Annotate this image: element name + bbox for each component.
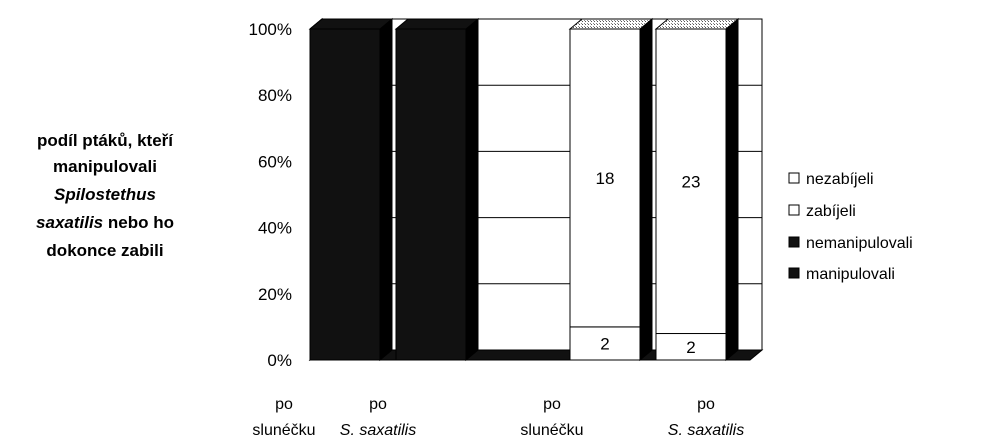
x-category-label-line1: po: [275, 396, 293, 413]
bar-segment-zabíjeli: [655, 322, 739, 362]
y-tick-label: 60%: [258, 152, 292, 171]
y-axis-title-line: Spilostethus: [54, 185, 156, 204]
legend-item: nemanipulovali: [788, 235, 913, 252]
data-labels: 2 18 2 23: [596, 169, 701, 357]
legend-item: zabíjeli: [788, 203, 856, 220]
bar-segment-manipulovali: [308, 17, 394, 362]
legend-swatch: [788, 267, 800, 279]
y-tick-label: 40%: [258, 219, 292, 238]
x-category-label-line1: po: [697, 396, 715, 413]
legend-item: nezabíjeli: [788, 171, 874, 188]
y-tick-label: 20%: [258, 285, 292, 304]
bar-segment-nezabíjeli: [568, 17, 654, 328]
x-category-label-line1: po: [369, 396, 387, 413]
y-tick-label: 100%: [249, 20, 292, 39]
y-axis-title-line: dokonce zabili: [46, 241, 163, 260]
legend-swatch: [788, 172, 800, 184]
y-tick-label: 80%: [258, 86, 292, 105]
legend-label: nezabíjeli: [806, 171, 874, 188]
legend-swatch: [788, 204, 800, 216]
x-category-label-line2: slunéčku: [520, 422, 583, 439]
data-label: 18: [596, 169, 615, 188]
y-tick-labels: 0% 20% 40% 60% 80% 100%: [249, 20, 292, 370]
y-axis-title: podíl ptáků, kteří manipulovali Spilosteth…: [36, 131, 174, 260]
y-tick-label: 0%: [267, 351, 292, 370]
legend-label: nemanipulovali: [806, 235, 913, 252]
legend: nezabíjeli zabíjeli nemanipulovali manipulo…: [788, 171, 913, 283]
bar-segment-nezabíjeli: [654, 17, 740, 335]
data-label: 2: [686, 338, 695, 357]
x-category-label-line2: slunéčku: [252, 422, 315, 439]
x-category-labels: po slunéčku po S. saxatilis po slunéčku po S. s…: [252, 396, 744, 439]
legend-item: manipulovali: [788, 266, 895, 283]
data-label: 2: [600, 334, 609, 353]
y-axis-title-line: manipulovali: [53, 157, 157, 176]
x-category-label-line1: po: [543, 396, 561, 413]
bar-segment-manipulovali: [394, 17, 480, 362]
x-category-label-line2: S. saxatilis: [340, 422, 416, 439]
legend-swatch: [788, 236, 800, 248]
legend-label: manipulovali: [806, 266, 895, 283]
bars: [308, 17, 740, 362]
y-axis-title-line: saxatilis nebo ho: [36, 213, 174, 232]
y-axis-title-line: podíl ptáků, kteří: [37, 131, 174, 150]
legend-label: zabíjeli: [806, 203, 856, 220]
data-label: 23: [682, 172, 701, 191]
x-category-label-line2: S. saxatilis: [668, 422, 744, 439]
